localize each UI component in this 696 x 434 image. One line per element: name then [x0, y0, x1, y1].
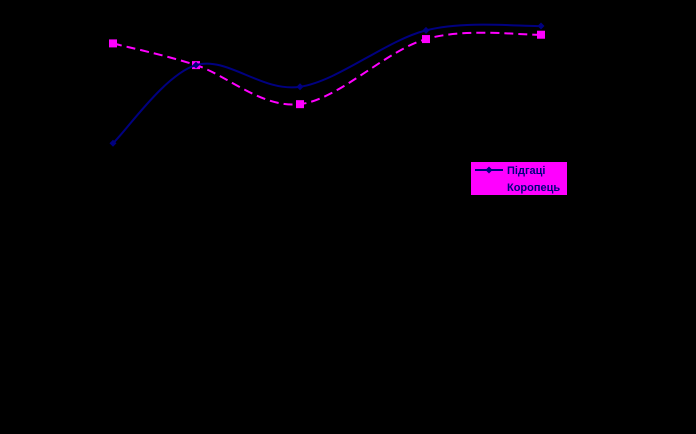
data-point-pidhaitsi-5 — [537, 22, 545, 30]
data-point-pidhaitsi-2 — [192, 61, 200, 69]
legend-label-koropets: Коропець — [507, 182, 560, 194]
series-line-koropets — [112, 31, 542, 106]
data-point-koropets-1 — [109, 39, 117, 48]
legend: Підгаці Коропець — [471, 162, 567, 195]
data-point-koropets-4 — [422, 35, 430, 44]
legend-marker-pidhaitsi — [485, 166, 493, 174]
legend-label-pidhaitsi: Підгаці — [507, 165, 545, 177]
data-point-pidhaitsi-1 — [109, 139, 117, 147]
data-point-koropets-3 — [296, 100, 304, 109]
data-point-koropets-5 — [537, 30, 545, 39]
data-point-pidhaitsi-4 — [422, 26, 430, 34]
data-point-pidhaitsi-3 — [296, 83, 304, 91]
series-layer — [109, 22, 545, 147]
legend-box — [471, 162, 567, 195]
